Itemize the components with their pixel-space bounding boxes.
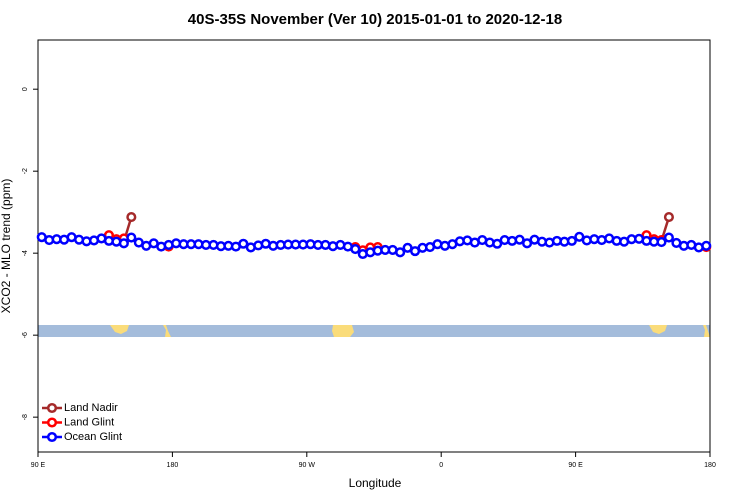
chart-title: 40S-35S November (Ver 10) 2015-01-01 to … (188, 11, 562, 28)
y-tick-label: -6 (22, 332, 29, 338)
point (118, 238, 129, 249)
point (350, 244, 361, 255)
y-tick-label: -4 (22, 250, 29, 256)
point (574, 231, 585, 242)
y-tick-label: -2 (22, 168, 29, 174)
x-tick-label: 90 E (31, 462, 46, 469)
point (663, 212, 674, 223)
y-axis-label: XCO2 - MLO trend (ppm) (0, 179, 13, 314)
ocean-band (38, 325, 710, 337)
x-tick-label: 180 (704, 462, 716, 469)
point (656, 237, 667, 248)
x-tick-label: 90 W (299, 462, 316, 469)
point (566, 235, 577, 246)
point (395, 247, 406, 258)
land-blob (332, 325, 354, 337)
y-tick-label: -8 (22, 414, 29, 420)
legend-marker (46, 431, 58, 443)
land-blob (110, 325, 129, 334)
point (238, 238, 249, 249)
point (663, 232, 674, 243)
x-tick-label: 90 E (568, 462, 583, 469)
x-tick-label: 180 (167, 462, 179, 469)
point (126, 212, 137, 223)
point (126, 232, 137, 243)
legend-label: Ocean Glint (64, 431, 122, 443)
land-blob (703, 325, 710, 337)
y-tick-label: 0 (22, 87, 29, 91)
land-blob (649, 325, 667, 334)
legend-marker (46, 417, 58, 428)
x-axis-label: Longitude (349, 476, 402, 490)
land-blob (163, 325, 171, 337)
legend-label: Land Nadir (64, 402, 118, 414)
legend-marker (46, 402, 58, 414)
point (492, 238, 503, 249)
x-tick-label: 0 (439, 462, 443, 469)
point (514, 234, 525, 245)
point (701, 240, 712, 251)
land-strip (38, 325, 710, 337)
legend-label: Land Glint (64, 416, 114, 428)
point (522, 238, 533, 249)
